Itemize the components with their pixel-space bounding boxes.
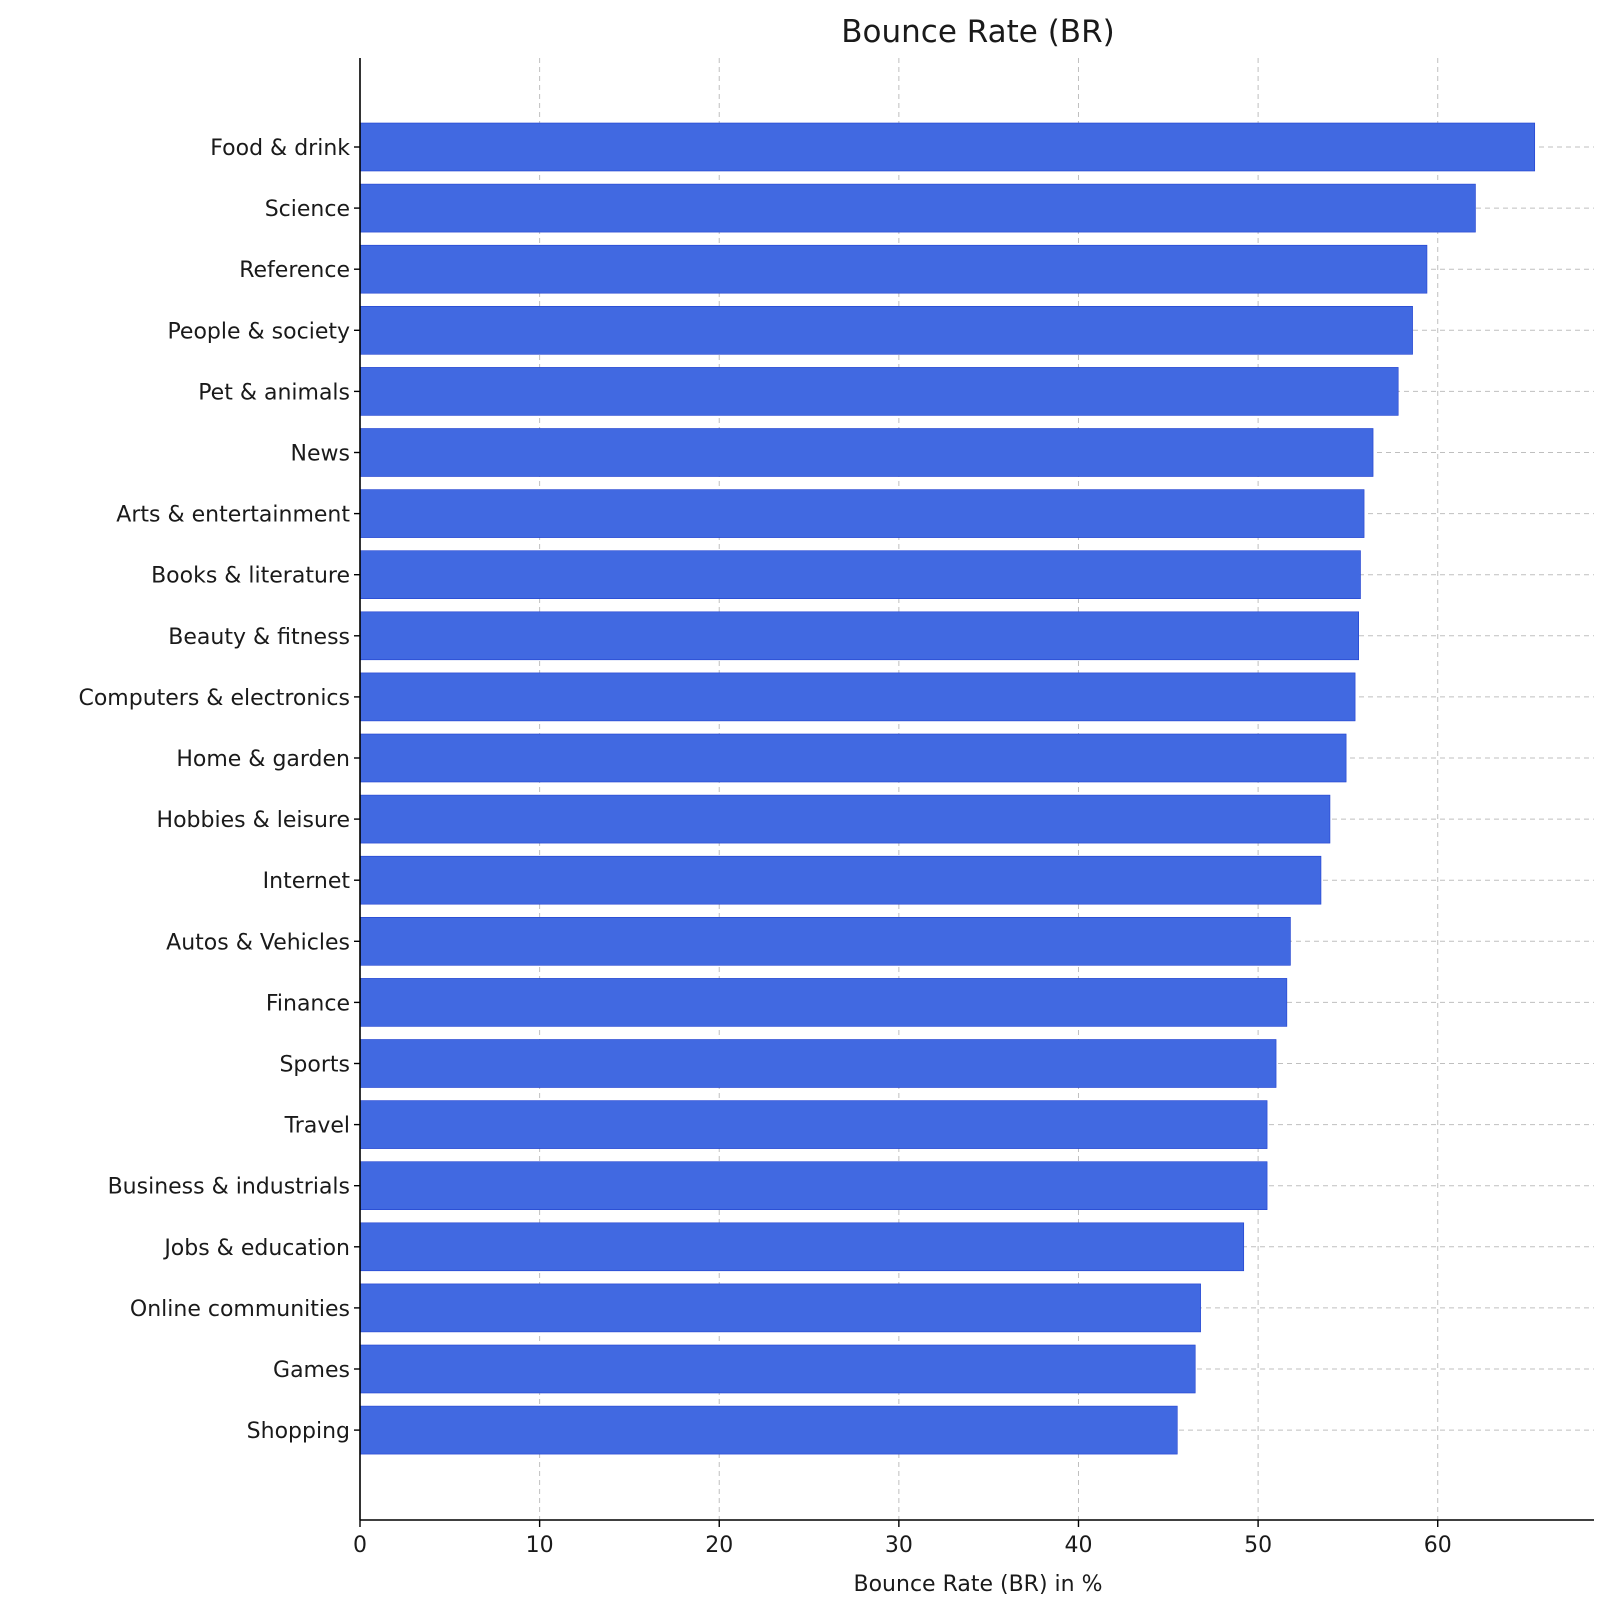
bar [359,794,1331,844]
bars [359,122,1536,1455]
category-label: Hobbies & leisure [157,808,350,833]
bar [359,1222,1245,1272]
bar [359,855,1322,905]
x-tick-label: 10 [526,1533,554,1558]
bar [359,183,1476,233]
bar [359,916,1291,966]
bar [359,122,1536,172]
bar [359,733,1347,783]
category-label: People & society [167,319,350,344]
category-label: Travel [284,1114,350,1139]
x-tick-label: 50 [1244,1533,1272,1558]
x-tick-label: 40 [1064,1533,1092,1558]
category-label: Computers & electronics [78,686,350,711]
category-label: Internet [263,869,351,894]
category-label: Sports [279,1053,350,1078]
x-ticks: 0 10 20 30 40 50 60 [353,1520,1452,1558]
category-label: Business & industrials [108,1175,350,1200]
bar [359,611,1359,661]
bar [359,305,1413,355]
bar [359,1405,1178,1455]
category-labels: Food & drink Science Reference People & soc… [78,136,360,1444]
category-label: Science [265,197,350,222]
category-label: Autos & Vehicles [166,930,350,955]
bar [359,978,1288,1027]
category-label: Reference [239,258,350,283]
category-label: Pet & animals [198,380,350,405]
x-tick-label: 20 [705,1533,733,1558]
bar [359,550,1361,600]
category-label: Food & drink [210,136,350,161]
bar [359,244,1428,294]
category-label: Books & literature [151,564,350,589]
x-tick-label: 30 [885,1533,913,1558]
bar [359,1100,1268,1149]
bar [359,1344,1196,1394]
x-tick-label: 0 [353,1533,367,1558]
category-label: Jobs & education [162,1236,350,1261]
bar [359,1283,1201,1333]
bar [359,367,1399,416]
category-label: Finance [266,991,350,1016]
bar [359,1039,1277,1088]
axes [359,58,1594,1521]
category-label: Arts & entertainment [116,503,350,528]
category-label: Beauty & fitness [168,625,350,650]
bar [359,1161,1268,1210]
bar [359,428,1374,477]
category-label: News [291,442,350,467]
category-label: Home & garden [176,747,350,772]
x-axis-title: Bounce Rate (BR) in % [854,1572,1103,1597]
bar [359,672,1356,722]
category-label: Games [273,1358,350,1383]
chart-title: Bounce Rate (BR) [841,14,1114,50]
category-label: Shopping [247,1419,350,1444]
category-label: Online communities [130,1297,350,1322]
x-tick-label: 60 [1424,1533,1452,1558]
bar [359,489,1365,538]
